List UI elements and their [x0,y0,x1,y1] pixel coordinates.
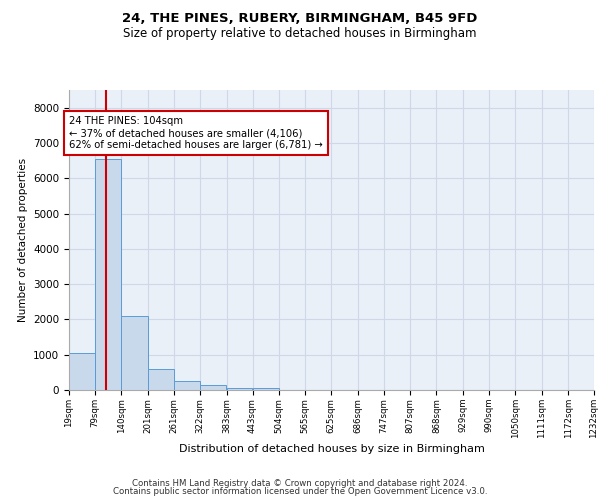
Bar [95,159,121,390]
Text: Size of property relative to detached houses in Birmingham: Size of property relative to detached ho… [123,28,477,40]
Text: 24 THE PINES: 104sqm
← 37% of detached houses are smaller (4,106)
62% of semi-de: 24 THE PINES: 104sqm ← 37% of detached h… [70,116,323,150]
Y-axis label: Number of detached properties: Number of detached properties [17,158,28,322]
Text: Contains public sector information licensed under the Open Government Licence v3: Contains public sector information licen… [113,487,487,496]
Text: Contains HM Land Registry data © Crown copyright and database right 2024.: Contains HM Land Registry data © Crown c… [132,478,468,488]
X-axis label: Distribution of detached houses by size in Birmingham: Distribution of detached houses by size … [179,444,484,454]
Bar [148,369,173,390]
Text: 24, THE PINES, RUBERY, BIRMINGHAM, B45 9FD: 24, THE PINES, RUBERY, BIRMINGHAM, B45 9… [122,12,478,26]
Bar [69,353,95,390]
Bar [121,316,148,390]
Bar [174,381,200,390]
Bar [253,388,279,390]
Bar [227,388,253,390]
Bar [200,386,226,390]
